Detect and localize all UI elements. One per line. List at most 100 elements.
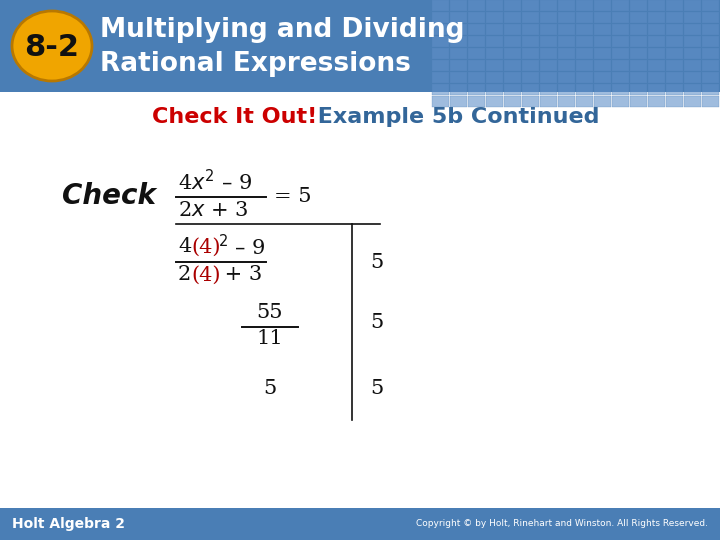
Bar [504, 24, 521, 35]
Bar [666, 24, 683, 35]
Text: 2: 2 [178, 266, 192, 285]
Bar [648, 36, 665, 47]
Bar [612, 24, 629, 35]
Text: 4$x^2$ – 9: 4$x^2$ – 9 [178, 170, 252, 194]
Bar [468, 12, 485, 23]
Bar [486, 12, 503, 23]
Bar [666, 60, 683, 71]
Bar [612, 12, 629, 23]
Bar [612, 84, 629, 95]
Bar [504, 0, 521, 11]
Bar [432, 96, 449, 107]
Bar [468, 84, 485, 95]
Bar [558, 0, 575, 11]
Bar [594, 36, 611, 47]
Bar [648, 96, 665, 107]
Text: Check: Check [62, 182, 156, 210]
Text: Example 5b Continued: Example 5b Continued [310, 107, 600, 127]
Bar [702, 24, 719, 35]
Bar [594, 60, 611, 71]
Bar [0, 508, 720, 540]
Bar [576, 84, 593, 95]
Bar [702, 60, 719, 71]
Bar [612, 72, 629, 83]
Bar [612, 96, 629, 107]
Bar [576, 96, 593, 107]
Bar [648, 84, 665, 95]
Bar [594, 24, 611, 35]
Bar [486, 96, 503, 107]
Bar [666, 12, 683, 23]
Bar [540, 12, 557, 23]
Bar [450, 12, 467, 23]
Bar [702, 12, 719, 23]
Bar [432, 72, 449, 83]
Bar [666, 36, 683, 47]
Bar [594, 72, 611, 83]
Bar [450, 24, 467, 35]
Bar [630, 48, 647, 59]
Bar [702, 0, 719, 11]
Bar [522, 12, 539, 23]
Bar [648, 48, 665, 59]
Bar [450, 36, 467, 47]
Text: Multiplying and Dividing: Multiplying and Dividing [100, 17, 464, 43]
Bar [558, 84, 575, 95]
Bar [684, 12, 701, 23]
Bar [504, 84, 521, 95]
Bar [666, 72, 683, 83]
Bar [504, 48, 521, 59]
Bar [630, 84, 647, 95]
Bar [540, 96, 557, 107]
Bar [486, 48, 503, 59]
Bar [558, 72, 575, 83]
Bar [468, 60, 485, 71]
Text: 8-2: 8-2 [24, 32, 79, 62]
Bar [612, 36, 629, 47]
Bar [468, 24, 485, 35]
Bar [522, 0, 539, 11]
Bar [486, 84, 503, 95]
Text: 11: 11 [256, 328, 284, 348]
Bar [702, 72, 719, 83]
Bar [558, 96, 575, 107]
Bar [450, 96, 467, 107]
Text: 5: 5 [264, 379, 276, 397]
Bar [522, 24, 539, 35]
Text: 2$x$ + 3: 2$x$ + 3 [178, 200, 248, 219]
Bar [450, 60, 467, 71]
Bar [504, 36, 521, 47]
Bar [648, 72, 665, 83]
Bar [612, 0, 629, 11]
Bar [630, 36, 647, 47]
Bar [540, 36, 557, 47]
Bar [630, 24, 647, 35]
Bar [486, 36, 503, 47]
Bar [702, 96, 719, 107]
Bar [594, 12, 611, 23]
Bar [468, 48, 485, 59]
Bar [450, 72, 467, 83]
Bar [486, 24, 503, 35]
Text: 4: 4 [178, 238, 192, 256]
Bar [540, 60, 557, 71]
Bar [522, 48, 539, 59]
Bar [558, 24, 575, 35]
Bar [432, 12, 449, 23]
Bar [432, 48, 449, 59]
Text: + 3: + 3 [218, 266, 262, 285]
Text: 55: 55 [257, 303, 283, 322]
Text: Holt Algebra 2: Holt Algebra 2 [12, 517, 125, 531]
Bar [522, 60, 539, 71]
Bar [684, 60, 701, 71]
Bar [576, 72, 593, 83]
Bar [468, 72, 485, 83]
Bar [630, 60, 647, 71]
Bar [558, 60, 575, 71]
Bar [486, 0, 503, 11]
Bar [630, 12, 647, 23]
Bar [576, 48, 593, 59]
Bar [612, 60, 629, 71]
Bar [576, 60, 593, 71]
Bar [432, 0, 449, 11]
